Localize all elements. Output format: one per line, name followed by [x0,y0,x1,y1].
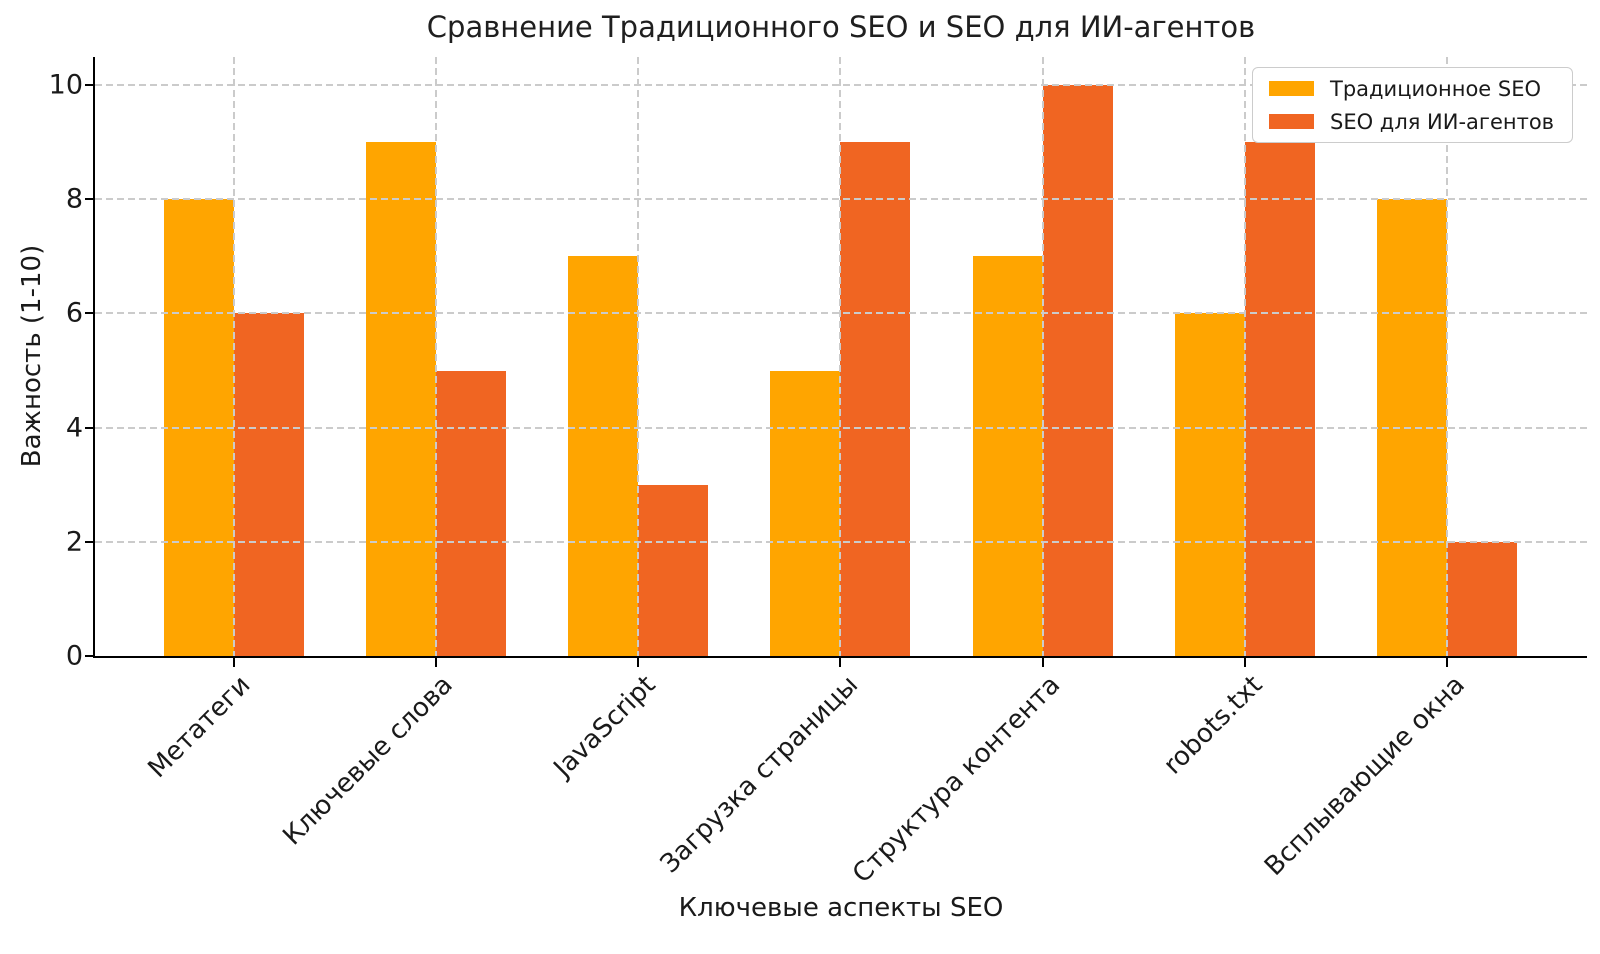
y-tick-label: 2 [65,526,83,558]
y-axis-label: Важность (1-10) [17,244,47,468]
y-tickmark [85,312,94,315]
x-tickmark [839,658,842,667]
y-tickmark [85,84,94,86]
bar [1245,142,1316,656]
bar [568,256,639,656]
legend-label: Традиционное SEO [1330,76,1542,101]
bar [972,256,1043,656]
gridline-x [1041,57,1044,656]
x-tick-label: Ключевые слова [277,670,460,852]
legend-swatch [1269,114,1314,129]
bar [1447,541,1518,656]
x-tickmark [434,658,437,667]
bar [638,484,709,656]
gridline-x [637,57,640,656]
bar [770,370,841,656]
x-tickmark [1244,658,1247,667]
x-tickmark [1446,658,1449,667]
gridline-x [1446,57,1449,656]
y-tickmark [85,198,94,201]
x-tick-label: Структура контента [846,670,1067,890]
legend-label: SEO для ИИ-агентов [1330,109,1555,134]
plot-area [95,57,1587,656]
gridline-x [434,57,437,656]
x-tickmark [1041,658,1044,667]
y-tickmark [85,655,94,657]
bar [1042,85,1113,656]
x-axis-label: Ключевые аспекты SEO [678,893,1004,923]
y-tick-label: 8 [65,183,83,215]
gridline-x [1244,57,1247,656]
x-tick-label: Метатеги [142,670,257,784]
x-tick-label: JavaScript [547,670,662,784]
bar [1175,313,1246,656]
bar [840,142,911,656]
legend-swatch [1269,81,1314,96]
x-tickmark [232,658,235,667]
x-tick-label: robots.txt [1157,670,1269,781]
y-tick-label: 10 [48,69,83,101]
legend-item: SEO для ИИ-агентов [1269,110,1556,134]
x-tickmark [637,658,640,667]
x-tick-label: Всплывающие окна [1258,670,1471,882]
y-tick-label: 0 [65,640,83,672]
y-tickmark [85,540,94,543]
y-tick-label: 4 [65,412,83,444]
x-tick-label: Загрузка страницы [654,670,864,880]
chart-title: Сравнение Традиционного SEO и SEO для ИИ… [426,10,1256,44]
gridline-x [232,57,235,656]
bar [435,370,506,656]
legend-item: Традиционное SEO [1269,77,1556,101]
bar [365,142,436,656]
bar [233,313,304,656]
legend: Традиционное SEO SEO для ИИ-агентов [1252,67,1573,143]
y-tickmark [85,426,94,429]
x-axis-spine [93,656,1587,658]
gridline-x [839,57,842,656]
y-tick-label: 6 [65,297,83,329]
y-axis-spine [93,57,95,658]
